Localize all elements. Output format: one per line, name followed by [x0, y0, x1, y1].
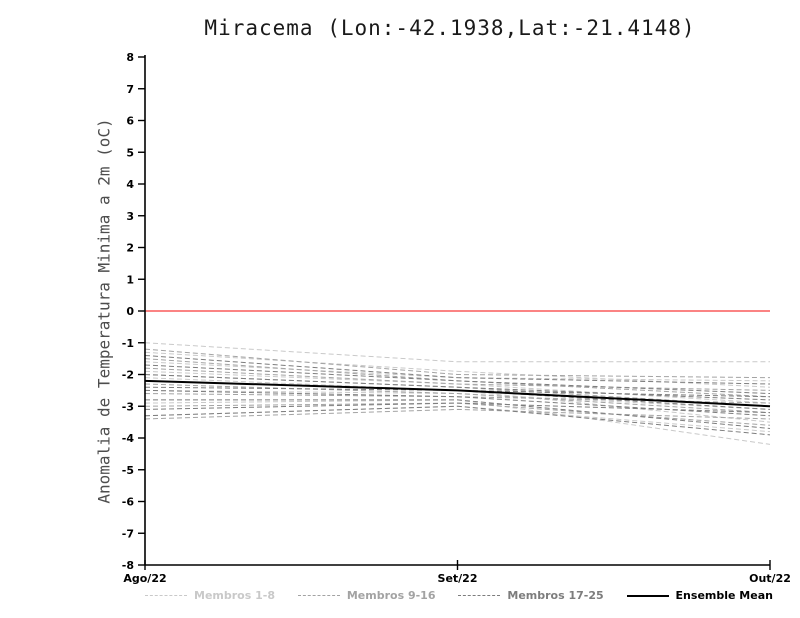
legend: Membros 1-8 Membros 9-16 Membros 17-25 E… — [145, 589, 773, 602]
svg-text:-4: -4 — [122, 432, 135, 445]
svg-text:Set/22: Set/22 — [438, 572, 478, 585]
legend-label: Membros 9-16 — [346, 589, 436, 602]
legend-item-membros-9-16: Membros 9-16 — [297, 589, 436, 602]
svg-text:Ago/22: Ago/22 — [123, 572, 166, 585]
legend-line-sample-icon — [297, 595, 340, 596]
svg-text:-8: -8 — [122, 559, 134, 572]
svg-text:4: 4 — [126, 178, 134, 191]
svg-text:Out/22: Out/22 — [749, 572, 791, 585]
svg-text:-6: -6 — [122, 496, 135, 509]
legend-line-sample-icon — [626, 594, 669, 597]
svg-text:7: 7 — [126, 83, 134, 96]
legend-item-membros-17-25: Membros 17-25 — [458, 589, 604, 602]
chart-title: Miracema (Lon:-42.1938,Lat:-21.4148) — [204, 16, 696, 40]
svg-text:5: 5 — [126, 146, 134, 159]
legend-item-ensemble-mean: Ensemble Mean — [626, 589, 773, 602]
legend-label: Ensemble Mean — [675, 589, 773, 602]
svg-text:1: 1 — [126, 273, 134, 286]
svg-text:8: 8 — [126, 51, 134, 64]
svg-text:3: 3 — [126, 210, 134, 223]
svg-text:0: 0 — [126, 305, 134, 318]
legend-label: Membros 17-25 — [507, 589, 604, 602]
legend-label: Membros 1-8 — [194, 589, 275, 602]
svg-text:-1: -1 — [122, 337, 134, 350]
svg-text:2: 2 — [126, 242, 134, 255]
legend-item-membros-1-8: Membros 1-8 — [145, 589, 275, 602]
legend-line-sample-icon — [145, 595, 187, 596]
svg-text:-7: -7 — [122, 527, 134, 540]
svg-text:-3: -3 — [122, 400, 134, 413]
legend-line-sample-icon — [458, 595, 501, 596]
svg-text:-5: -5 — [122, 464, 134, 477]
svg-text:-2: -2 — [122, 369, 134, 382]
svg-text:6: 6 — [126, 115, 134, 128]
